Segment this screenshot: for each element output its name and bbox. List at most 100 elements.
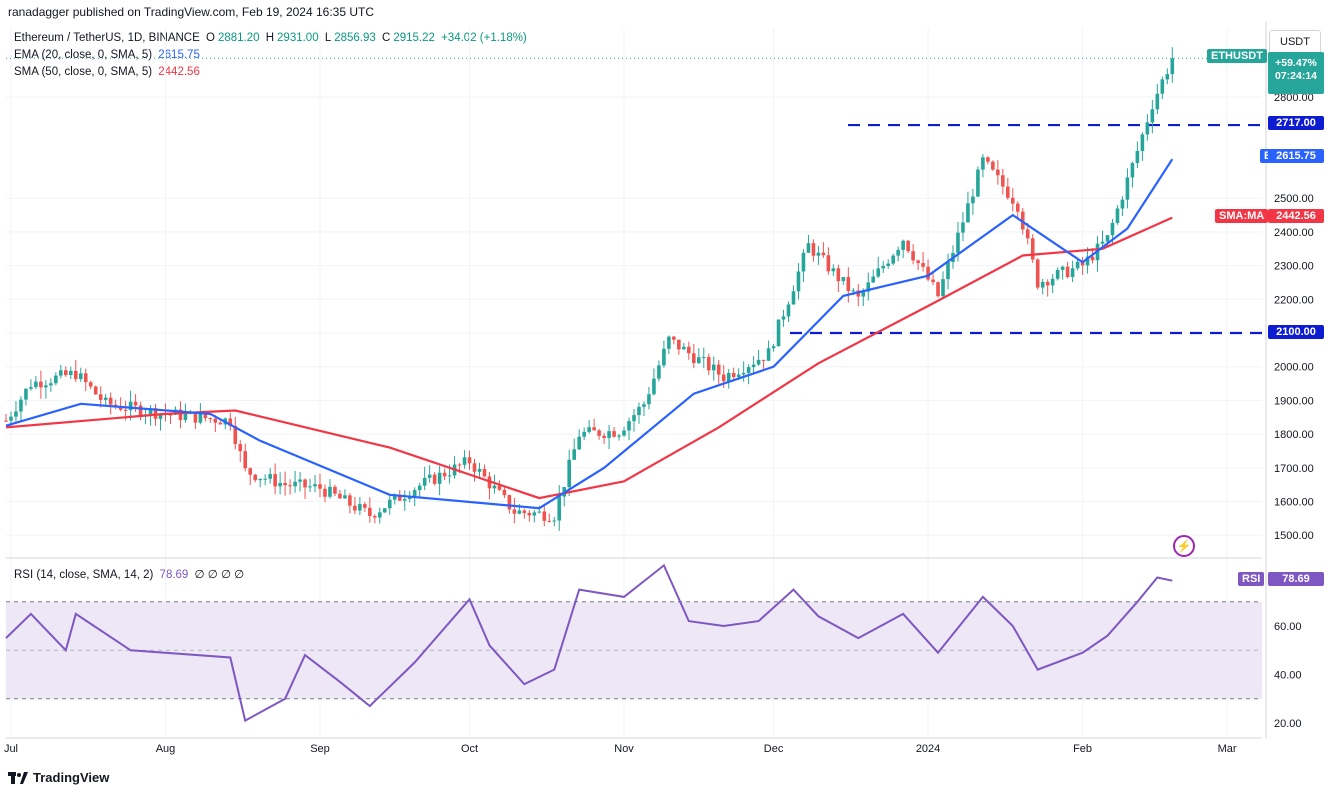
candle-body [263, 478, 267, 480]
price-tick-label: 1800.00 [1274, 429, 1314, 441]
candle-body [338, 493, 342, 499]
candle-body [1001, 175, 1005, 187]
candle-body [527, 512, 532, 516]
footer-brand[interactable]: TradingView [8, 770, 109, 785]
rsi-bands [6, 601, 1262, 700]
candle-body [358, 504, 362, 511]
date-tick-label: Dec [764, 743, 784, 755]
candle-body [1035, 259, 1040, 288]
rsi-tick-label: 20.00 [1274, 718, 1302, 730]
candle-body [1050, 278, 1055, 286]
candle-body [73, 370, 78, 380]
candle-body [467, 457, 472, 464]
candle-body [273, 474, 277, 487]
candle-body [447, 475, 452, 477]
candle-body [24, 388, 28, 400]
candle-body [1155, 93, 1160, 110]
candle-body [178, 409, 183, 421]
ema-legend[interactable]: EMA (20, close, 0, SMA, 5) 2615.75 [14, 49, 203, 61]
candle-body [761, 359, 766, 361]
rsi-legend[interactable]: RSI (14, close, SMA, 14, 2) 78.69 ∅ ∅ ∅ … [14, 567, 247, 581]
candle-body [776, 319, 781, 347]
candle-body [313, 484, 317, 487]
symbol-tag: ETHUSDT [1207, 49, 1267, 63]
candle-body [1135, 150, 1140, 164]
candle-body [427, 474, 432, 478]
candle-body [612, 431, 616, 437]
candle-body [1070, 268, 1075, 278]
candle-body [632, 415, 636, 422]
candle-body [113, 404, 118, 407]
close-label: C [382, 32, 391, 44]
symbol-legend: Ethereum / TetherUS, 1D, BINANCE O 2881.2… [14, 32, 530, 44]
date-tick-label: Oct [461, 743, 478, 755]
candle-body [457, 464, 462, 466]
candle-body [652, 378, 656, 395]
candle-body [696, 357, 701, 364]
candle-body [692, 353, 696, 364]
candle-body [687, 346, 691, 354]
currency-button[interactable]: USDT [1269, 30, 1321, 54]
candle-body [971, 196, 975, 204]
candle-body [198, 413, 203, 423]
candle-body [926, 266, 930, 280]
price-tick-label: 1900.00 [1274, 395, 1314, 407]
rsi-legend-label: RSI (14, close, SMA, 14, 2) [14, 569, 154, 581]
candle-body [811, 243, 816, 256]
price-tick-label: 2800.00 [1274, 92, 1314, 104]
candle-body [288, 485, 292, 487]
open-value: 2881.20 [217, 32, 260, 44]
candle-body [54, 375, 58, 384]
candle-body [39, 381, 43, 388]
rsi-name-tag: RSI [1238, 572, 1265, 586]
price-tick-label: 2500.00 [1274, 193, 1314, 205]
candle-body [751, 364, 756, 368]
candle-body [168, 414, 173, 416]
candle-body [711, 364, 716, 371]
candle-body [542, 511, 547, 521]
candle-body [582, 431, 586, 437]
candle-body [133, 401, 138, 406]
candle-body [1120, 199, 1125, 209]
candle-body [741, 373, 746, 375]
candle-body [976, 169, 980, 197]
candle-body [512, 509, 517, 514]
date-tick-label: Sep [310, 743, 330, 755]
candle-body [1085, 256, 1090, 266]
candle-body [682, 346, 686, 350]
rsi-legend-extras: ∅ ∅ ∅ ∅ [194, 569, 245, 581]
sma-legend-label: SMA (50, close, 0, SMA, 5) [14, 66, 153, 78]
candle-body [103, 397, 108, 400]
candle-body [721, 374, 726, 382]
sma-legend[interactable]: SMA (50, close, 0, SMA, 5) 2442.56 [14, 66, 203, 78]
candle-body [532, 512, 537, 516]
candle-body [1025, 229, 1030, 239]
candle-body [148, 408, 153, 415]
alert-bolt-icon[interactable]: ⚡ [1173, 535, 1195, 557]
candle-body [701, 357, 706, 359]
candle-body [657, 365, 661, 379]
footer-brand-text: TradingView [33, 770, 110, 785]
candle-body [961, 222, 965, 233]
level-high-tag: 2717.00 [1268, 116, 1324, 130]
candle-body [328, 486, 332, 497]
candle-body [1065, 266, 1070, 278]
candle-body [672, 336, 676, 340]
candle-body [417, 485, 422, 491]
date-tick-label: Aug [156, 743, 176, 755]
candle-body [617, 435, 621, 437]
candle-body [866, 282, 871, 292]
ema-legend-value: 2615.75 [158, 49, 200, 61]
candle-body [931, 279, 935, 283]
date-tick-label: Mar [1218, 743, 1237, 755]
candle-body [1150, 109, 1155, 123]
rsi-tick-label: 40.00 [1274, 670, 1302, 682]
candle-body [397, 494, 402, 501]
axes [6, 22, 1267, 739]
candle-body [323, 488, 327, 497]
candle-body [916, 260, 920, 264]
rsi-legend-value: 78.69 [159, 569, 189, 581]
candle-body [98, 394, 103, 400]
rsi-tick-label: 60.00 [1274, 621, 1302, 633]
